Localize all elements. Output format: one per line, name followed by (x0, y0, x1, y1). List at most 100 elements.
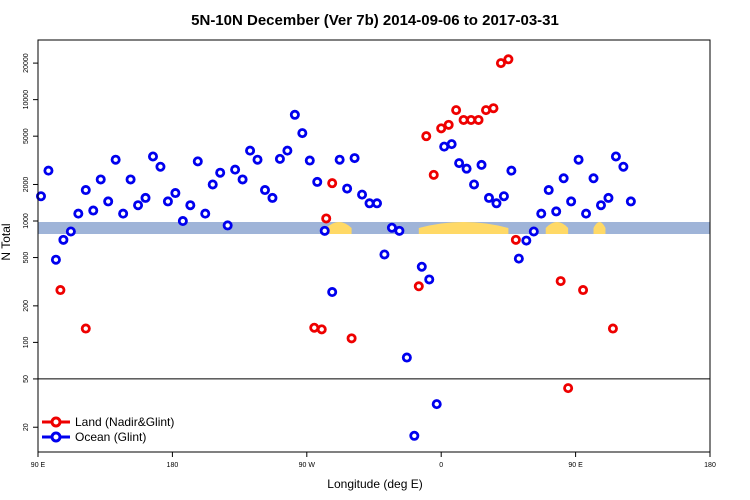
y-tick-label-5: 1000 (23, 213, 30, 229)
y-tick-label-4: 500 (23, 252, 30, 264)
land-point-7 (413, 281, 424, 292)
legend-ocean-label: Ocean (Glint) (75, 430, 146, 444)
y-tick-label-1: 50 (23, 375, 30, 383)
land-ocean-band (38, 222, 710, 234)
ocean-point-57 (461, 163, 472, 174)
x-tick-label-1: 180 (167, 462, 179, 469)
land-point-6 (346, 333, 357, 344)
ocean-point-68 (543, 185, 554, 196)
ocean-point-46 (379, 249, 390, 260)
land-point-5 (327, 178, 338, 189)
ocean-point-0 (35, 191, 46, 202)
ocean-point-61 (491, 198, 502, 209)
ocean-point-11 (118, 208, 129, 219)
ocean-point-58 (469, 179, 480, 190)
land-point-22 (563, 383, 574, 394)
ocean-point-62 (498, 191, 509, 202)
x-axis-title: Longitude (deg E) (327, 477, 422, 491)
ocean-point-22 (200, 208, 211, 219)
land-point-0 (55, 285, 66, 296)
ocean-band (38, 222, 710, 234)
ocean-point-15 (147, 151, 158, 162)
ocean-point-69 (551, 206, 562, 217)
land-point-19 (503, 54, 514, 65)
ocean-point-2 (50, 254, 61, 265)
land-point-10 (436, 123, 447, 134)
ocean-point-29 (252, 154, 263, 165)
ocean-point-28 (245, 145, 256, 156)
legend-land-label: Land (Nadir&Glint) (75, 415, 174, 429)
legend-land-marker (50, 416, 62, 428)
land-point-21 (555, 276, 566, 287)
ocean-point-64 (513, 253, 524, 264)
ocean-point-78 (618, 161, 629, 172)
ocean-point-14 (140, 192, 151, 203)
ocean-point-34 (289, 109, 300, 120)
ocean-point-20 (185, 200, 196, 211)
ocean-point-72 (573, 154, 584, 165)
ocean-point-41 (342, 183, 353, 194)
y-tick-label-8: 10000 (23, 90, 30, 110)
x-tick-label-4: 90 E (568, 462, 583, 469)
ocean-point-40 (334, 154, 345, 165)
y-axis-title: N Total (0, 223, 13, 260)
ocean-point-75 (595, 200, 606, 211)
ocean-point-25 (222, 220, 233, 231)
land-patch-asia (545, 222, 569, 234)
ocean-point-9 (103, 196, 114, 207)
ocean-point-79 (625, 196, 636, 207)
ocean-point-49 (401, 352, 412, 363)
ocean-point-37 (312, 176, 323, 187)
ocean-point-43 (357, 189, 368, 200)
ocean-point-32 (274, 153, 285, 164)
legend-ocean-marker (50, 431, 62, 443)
ocean-point-16 (155, 161, 166, 172)
land-point-2 (309, 322, 320, 333)
ocean-point-33 (282, 145, 293, 156)
ocean-point-70 (558, 173, 569, 184)
ocean-point-71 (566, 196, 577, 207)
ocean-point-66 (528, 226, 539, 237)
ocean-point-67 (536, 208, 547, 219)
legend: Land (Nadir&Glint) Ocean (Glint) (42, 415, 174, 444)
ocean-point-7 (88, 205, 99, 216)
ocean-point-56 (454, 158, 465, 169)
land-point-8 (421, 131, 432, 142)
ocean-point-19 (177, 216, 188, 227)
land-point-1 (80, 323, 91, 334)
ocean-point-36 (304, 155, 315, 166)
ocean-point-6 (80, 185, 91, 196)
ocean-point-74 (588, 173, 599, 184)
ocean-point-31 (267, 192, 278, 203)
ocean-point-30 (259, 185, 270, 196)
ocean-point-13 (133, 200, 144, 211)
ocean-point-12 (125, 174, 136, 185)
ocean-point-27 (237, 174, 248, 185)
land-point-9 (428, 169, 439, 180)
ocean-point-26 (230, 164, 241, 175)
ocean-point-50 (409, 430, 420, 441)
ocean-point-45 (371, 198, 382, 209)
chart-title: 5N-10N December (Ver 7b) 2014-09-06 to 2… (191, 12, 559, 29)
x-tick-label-3: 0 (439, 462, 443, 469)
ocean-point-17 (162, 196, 173, 207)
ocean-point-42 (349, 153, 360, 164)
ocean-point-55 (446, 139, 457, 150)
land-point-3 (316, 324, 327, 335)
land-point-24 (607, 323, 618, 334)
ocean-point-73 (581, 208, 592, 219)
land-point-15 (473, 114, 484, 125)
ocean-point-63 (506, 165, 517, 176)
ocean-point-5 (73, 208, 84, 219)
ocean-point-65 (521, 235, 532, 246)
ocean-point-8 (95, 174, 106, 185)
land-patch-pacific (593, 222, 606, 234)
ocean-point-39 (327, 287, 338, 298)
ocean-point-38 (319, 225, 330, 236)
x-tick-label-0: 90 E (31, 462, 46, 469)
x-tick-label-5: 180 (704, 462, 716, 469)
y-tick-label-0: 20 (23, 423, 30, 431)
y-tick-label-7: 5000 (23, 128, 30, 144)
ocean-point-52 (424, 274, 435, 285)
